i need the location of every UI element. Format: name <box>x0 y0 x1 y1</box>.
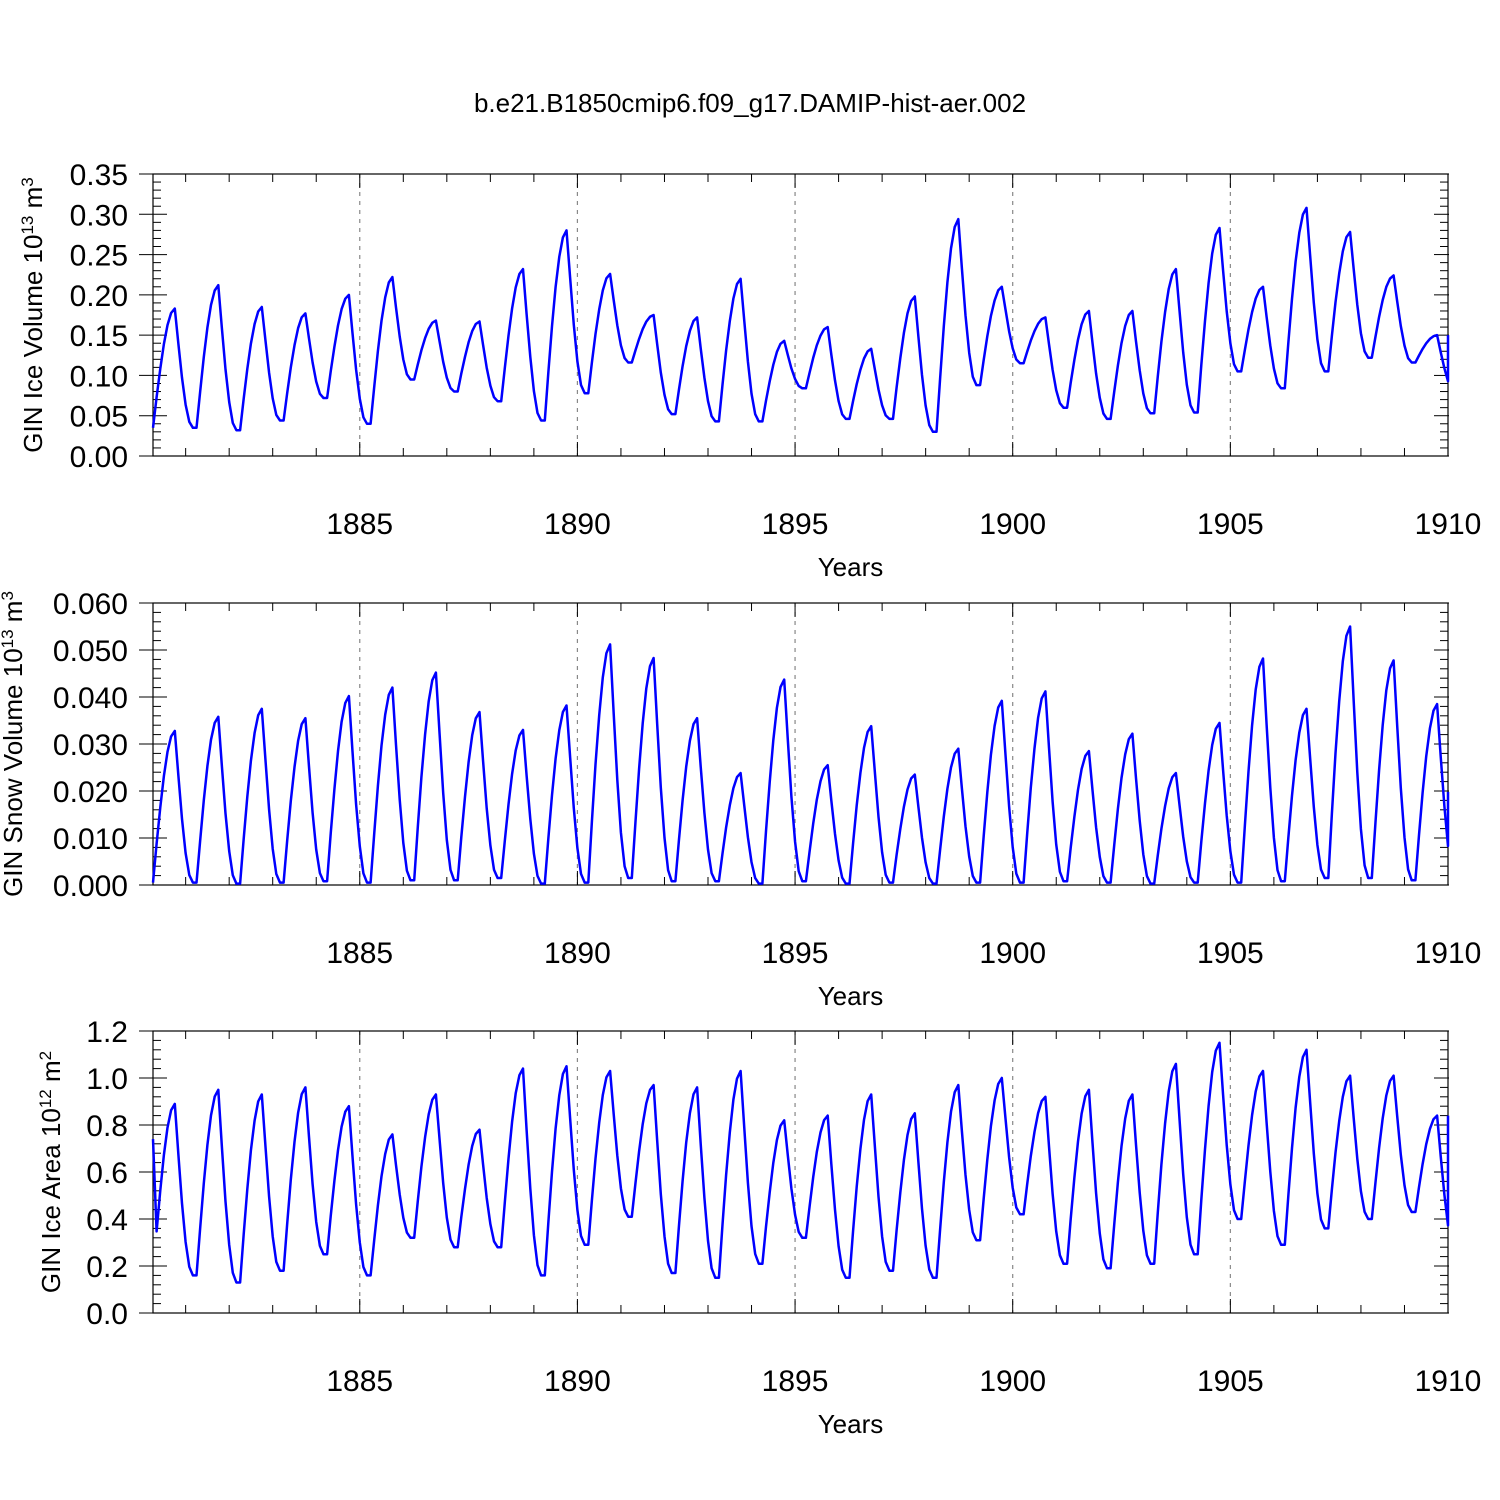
y-tick-label: 1.0 <box>86 1063 128 1096</box>
chart-title: b.e21.B1850cmip6.f09_g17.DAMIP-hist-aer.… <box>474 88 1026 118</box>
y-axis-title-unit: m <box>18 187 48 216</box>
y-axis-title-unit-exp: 3 <box>18 177 37 186</box>
x-tick-label: 1900 <box>979 508 1046 541</box>
y-tick-label: 0.010 <box>53 823 128 856</box>
series-line <box>151 206 1450 434</box>
y-axis-title-text: GIN Ice Volume 10 <box>18 235 48 453</box>
x-tick-label: 1895 <box>762 937 829 970</box>
x-tick-label: 1910 <box>1415 937 1482 970</box>
y-tick-label: 0.15 <box>70 320 128 353</box>
panel-2: 1885 1890 1895 1900 1905 1910 0.000 0.010 0.020 0… <box>0 588 1481 1011</box>
y-tick-label: 0.8 <box>86 1110 128 1143</box>
y-tick-label: 0.00 <box>70 441 128 474</box>
y-tick-label: 0.020 <box>53 776 128 809</box>
y-tick-label: 0.040 <box>53 682 128 715</box>
y-tick-label: 0.20 <box>70 280 128 313</box>
x-axis-title: Years <box>818 981 884 1011</box>
y-axis-title-text: GIN Ice Area 10 <box>36 1108 66 1293</box>
y-tick-label: 0.6 <box>86 1157 128 1190</box>
plot-frame <box>152 602 1449 886</box>
y-axis-title-exp: 13 <box>0 629 17 648</box>
y-tick-label: 0.050 <box>53 635 128 668</box>
x-tick-label: 1890 <box>544 1365 611 1398</box>
x-tick-label: 1905 <box>1197 508 1264 541</box>
x-tick-label: 1910 <box>1415 1365 1482 1398</box>
series-line <box>151 1041 1450 1284</box>
x-axis-title: Years <box>818 552 884 582</box>
x-axis-title: Years <box>818 1409 884 1439</box>
y-tick-label: 0.05 <box>70 401 128 434</box>
y-axis-title: GIN Ice Volume 1013 m3 <box>18 177 49 453</box>
x-tick-label: 1885 <box>326 937 393 970</box>
y-tick-label: 1.2 <box>86 1016 128 1049</box>
x-tick-label: 1910 <box>1415 508 1482 541</box>
y-axis-title: GIN Snow Volume 1013 m3 <box>0 591 28 897</box>
y-tick-label: 0.25 <box>70 240 128 273</box>
y-tick-label: 0.4 <box>86 1204 128 1237</box>
y-axis-title-unit-exp: 2 <box>36 1051 55 1060</box>
plot-frame <box>152 1030 1449 1314</box>
panel-3: 1885 1890 1895 1900 1905 1910 0.0 0.2 0.4 0.6 0.8 1… <box>36 1016 1482 1439</box>
x-tick-label: 1895 <box>762 508 829 541</box>
y-tick-label: 0.0 <box>86 1298 128 1331</box>
y-axis-title-unit: m <box>36 1060 66 1089</box>
y-axis-title-unit: m <box>0 601 28 630</box>
plot-frame <box>152 173 1449 457</box>
x-tick-label: 1905 <box>1197 1365 1264 1398</box>
x-tick-label: 1905 <box>1197 937 1264 970</box>
series-line <box>151 625 1450 885</box>
y-tick-label: 0.10 <box>70 360 128 393</box>
y-tick-label: 0.2 <box>86 1251 128 1284</box>
panel-1: 1885 1890 1895 1900 1905 1910 0.00 0.05 0.10 0.15… <box>18 159 1482 582</box>
x-tick-label: 1900 <box>979 1365 1046 1398</box>
y-tick-label: 0.000 <box>53 870 128 903</box>
y-axis-title: GIN Ice Area 1012 m2 <box>36 1051 67 1293</box>
y-axis-title-text: GIN Snow Volume 10 <box>0 648 28 897</box>
x-tick-label: 1890 <box>544 937 611 970</box>
y-tick-label: 0.060 <box>53 588 128 621</box>
x-tick-label: 1885 <box>326 508 393 541</box>
x-tick-label: 1895 <box>762 1365 829 1398</box>
y-axis-title-exp: 13 <box>18 216 37 235</box>
x-tick-label: 1890 <box>544 508 611 541</box>
x-tick-label: 1885 <box>326 1365 393 1398</box>
y-tick-label: 0.30 <box>70 199 128 232</box>
x-tick-label: 1900 <box>979 937 1046 970</box>
y-axis-title-exp: 12 <box>36 1089 55 1108</box>
y-tick-label: 0.35 <box>70 159 128 192</box>
y-tick-label: 0.030 <box>53 729 128 762</box>
y-axis-title-unit-exp: 3 <box>0 591 17 600</box>
